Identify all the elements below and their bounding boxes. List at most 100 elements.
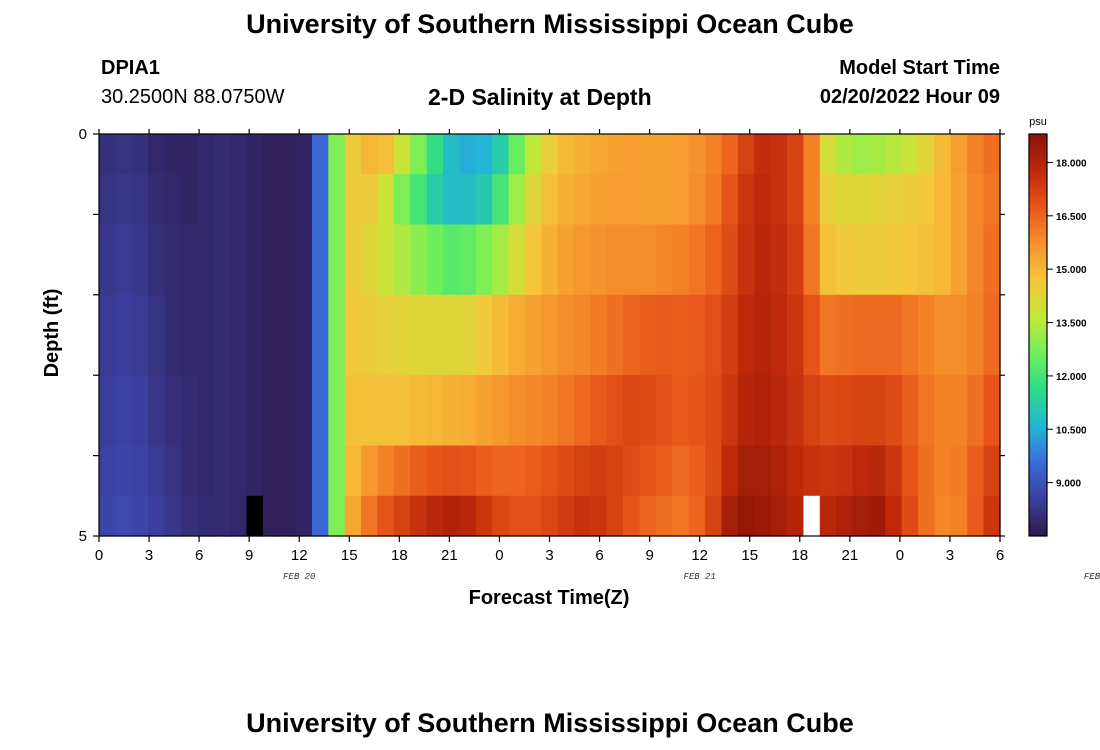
heatmap-cell <box>115 294 133 376</box>
heatmap-cell <box>99 224 116 296</box>
heatmap-cell <box>131 445 149 497</box>
heatmap-cell <box>180 174 198 226</box>
heatmap-cell <box>328 134 346 175</box>
heatmap-cell <box>115 375 133 447</box>
heatmap-cell <box>541 294 559 376</box>
colorbar-tick-label: 9.000 <box>1056 479 1081 490</box>
heatmap-cell <box>344 174 362 226</box>
heatmap-cell <box>852 445 870 497</box>
colorbar-scale <box>1028 133 1048 537</box>
y-tick-label: 5 <box>79 528 87 545</box>
heatmap-cell <box>705 445 723 497</box>
heatmap-cell <box>230 174 248 226</box>
x-date-label: FEB 22 <box>1084 572 1100 582</box>
heatmap-cell <box>246 294 264 376</box>
heatmap-cell <box>164 174 182 226</box>
heatmap-cell <box>131 174 149 226</box>
x-axis: 0 3 6 9 12 15 18 21 0 3 6 9 12 15 18 21 0 3 6 FEB 20 FEB 21 F… <box>95 129 1100 582</box>
heatmap-cell <box>361 134 379 175</box>
heatmap-cell <box>672 445 690 497</box>
heatmap-cell <box>819 495 837 537</box>
heatmap-cell <box>901 174 919 226</box>
heatmap-cell <box>967 294 985 376</box>
heatmap-cell <box>803 294 821 376</box>
heatmap-cell <box>885 174 903 226</box>
heatmap-cell <box>639 294 657 376</box>
heatmap-cell <box>459 375 477 447</box>
heatmap-cell <box>737 174 755 226</box>
heatmap-cell <box>246 375 264 447</box>
heatmap-cell <box>492 495 510 537</box>
heatmap-cell <box>983 224 1001 296</box>
heatmap-cell <box>295 375 313 447</box>
heatmap-cell <box>246 134 264 175</box>
colorbar-tick-label: 16.500 <box>1056 212 1087 223</box>
heatmap-cell <box>623 174 641 226</box>
heatmap-cell <box>721 294 739 376</box>
heatmap-cell <box>361 495 379 537</box>
heatmap-cell <box>524 224 542 296</box>
heatmap-cell <box>967 174 985 226</box>
heatmap-cell <box>852 134 870 175</box>
heatmap-cell <box>770 294 788 376</box>
heatmap-cell <box>737 375 755 447</box>
heatmap-cell <box>180 375 198 447</box>
heatmap-cell <box>262 294 280 376</box>
heatmap-cell <box>148 375 166 447</box>
heatmap-cell <box>885 134 903 175</box>
heatmap-cell <box>328 445 346 497</box>
x-tick-label: 15 <box>741 547 758 564</box>
heatmap-cell <box>279 224 297 296</box>
heatmap-cell <box>541 174 559 226</box>
heatmap-cell <box>344 445 362 497</box>
heatmap-cell <box>967 134 985 175</box>
heatmap-cell <box>836 174 854 226</box>
heatmap-cell <box>557 375 575 447</box>
heatmap-cell <box>541 375 559 447</box>
x-tick-label: 12 <box>291 547 308 564</box>
heatmap-cell <box>672 224 690 296</box>
heatmap-cell <box>787 294 805 376</box>
colorbar-tick-label: 18.000 <box>1056 158 1087 169</box>
heatmap-cell <box>852 174 870 226</box>
heatmap-cell <box>688 445 706 497</box>
heatmap-cell <box>934 495 952 537</box>
heatmap-cell <box>426 174 444 226</box>
heatmap-cell <box>770 375 788 447</box>
heatmap-cell <box>852 375 870 447</box>
heatmap-cell <box>197 134 215 175</box>
heatmap-cell <box>623 134 641 175</box>
heatmap-cell <box>197 375 215 447</box>
heatmap-cell <box>443 224 460 296</box>
heatmap-cell <box>672 294 690 376</box>
heatmap-cell <box>705 174 723 226</box>
heatmap-cell <box>262 224 280 296</box>
heatmap-cell <box>885 495 903 537</box>
heatmap-cell <box>787 375 805 447</box>
heatmap-cell <box>393 174 411 226</box>
heatmap-cell <box>541 495 559 537</box>
plot-title: 2-D Salinity at Depth <box>428 84 652 110</box>
heatmap-cell <box>328 375 346 447</box>
heatmap-cell <box>705 134 723 175</box>
heatmap-cell <box>655 445 673 497</box>
heatmap-cell <box>983 174 1001 226</box>
heatmap-cell <box>393 445 411 497</box>
heatmap-cell <box>508 174 526 226</box>
heatmap-cell <box>197 174 215 226</box>
heatmap-cell <box>705 495 723 537</box>
heatmap-cell <box>606 224 624 296</box>
heatmap-cell <box>475 375 493 447</box>
heatmap-cell <box>901 495 919 537</box>
heatmap-cell <box>557 224 575 296</box>
heatmap-cell <box>541 224 559 296</box>
heatmap-cell <box>295 445 313 497</box>
heatmap-cell <box>508 495 526 537</box>
heatmap-cell <box>672 134 690 175</box>
heatmap-cell <box>639 445 657 497</box>
heatmap-cell <box>393 224 411 296</box>
heatmap-cell <box>950 375 968 447</box>
x-tick-label: 15 <box>341 547 358 564</box>
heatmap-cell <box>410 174 428 226</box>
heatmap-cell <box>230 294 248 376</box>
